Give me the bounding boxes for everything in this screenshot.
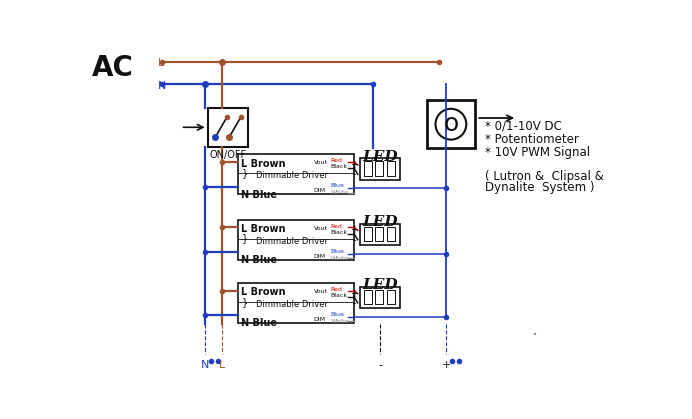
Bar (360, 223, 400, 245)
Text: Black: Black (331, 293, 348, 298)
Text: +: + (441, 360, 451, 370)
Text: ON/OFF: ON/OFF (209, 150, 246, 160)
Text: -: - (352, 298, 356, 308)
Text: Vout: Vout (314, 160, 328, 166)
Text: N Blue: N Blue (242, 255, 277, 265)
Text: -: - (352, 169, 356, 179)
Text: White: White (331, 190, 349, 195)
Bar (238, 220, 354, 260)
Bar (376, 227, 383, 241)
Bar (364, 227, 372, 241)
Text: Dynalite  System ): Dynalite System ) (485, 181, 594, 194)
Text: Black: Black (331, 164, 348, 169)
Bar (360, 287, 400, 308)
Text: N Blue: N Blue (242, 318, 277, 328)
Text: }: } (242, 297, 248, 307)
Text: Blue: Blue (331, 184, 345, 189)
Bar (427, 100, 475, 148)
Text: Red: Red (331, 287, 343, 292)
Text: Red: Red (331, 223, 343, 228)
Text: AC: AC (92, 54, 134, 82)
Text: L: L (158, 58, 164, 68)
Bar (376, 161, 383, 176)
Text: .: . (531, 320, 538, 339)
Bar (364, 161, 372, 176)
Text: Vout: Vout (314, 226, 328, 231)
Text: -: - (378, 360, 382, 370)
Text: Dimmable Driver: Dimmable Driver (256, 171, 328, 180)
Text: DIM: DIM (314, 188, 326, 193)
Text: Dimmable Driver: Dimmable Driver (256, 237, 328, 246)
Text: +: + (350, 225, 358, 235)
Text: o: o (444, 112, 459, 136)
Text: LED: LED (362, 215, 398, 229)
Text: }: } (242, 233, 248, 243)
Text: L Brown: L Brown (242, 224, 286, 234)
Text: +: + (350, 160, 358, 170)
Bar (364, 290, 372, 304)
Text: Vout: Vout (314, 289, 328, 294)
Text: LED: LED (362, 278, 398, 292)
Text: ( Lutron &  Clipsal &: ( Lutron & Clipsal & (485, 170, 603, 183)
Text: DIM: DIM (314, 253, 326, 259)
Bar (238, 283, 354, 323)
Text: L: L (219, 360, 226, 370)
Text: * 0/1-10V DC: * 0/1-10V DC (485, 119, 562, 132)
Bar (387, 227, 394, 241)
Text: Dimmable Driver: Dimmable Driver (256, 300, 328, 309)
Text: +: + (350, 289, 358, 299)
Text: }: } (242, 168, 248, 178)
Text: White: White (331, 256, 349, 261)
Bar (376, 290, 383, 304)
Text: -: - (352, 235, 356, 245)
Text: White: White (331, 319, 349, 324)
Text: DIM: DIM (314, 317, 326, 322)
Text: N: N (201, 360, 210, 370)
Bar (208, 108, 248, 147)
Text: N Blue: N Blue (242, 190, 277, 199)
Text: N: N (158, 81, 166, 91)
Text: L Brown: L Brown (242, 159, 286, 169)
Text: * 10V PWM Signal: * 10V PWM Signal (485, 146, 590, 159)
Text: L Brown: L Brown (242, 287, 286, 297)
Bar (387, 161, 394, 176)
Bar (238, 154, 354, 194)
Text: LED: LED (362, 150, 398, 163)
Text: Black: Black (331, 230, 348, 235)
Text: Blue: Blue (331, 249, 345, 254)
Text: Red: Red (331, 158, 343, 163)
Bar (387, 290, 394, 304)
Text: * Potentiometer: * Potentiometer (485, 133, 579, 146)
Text: Blue: Blue (331, 312, 345, 317)
Bar (360, 158, 400, 180)
